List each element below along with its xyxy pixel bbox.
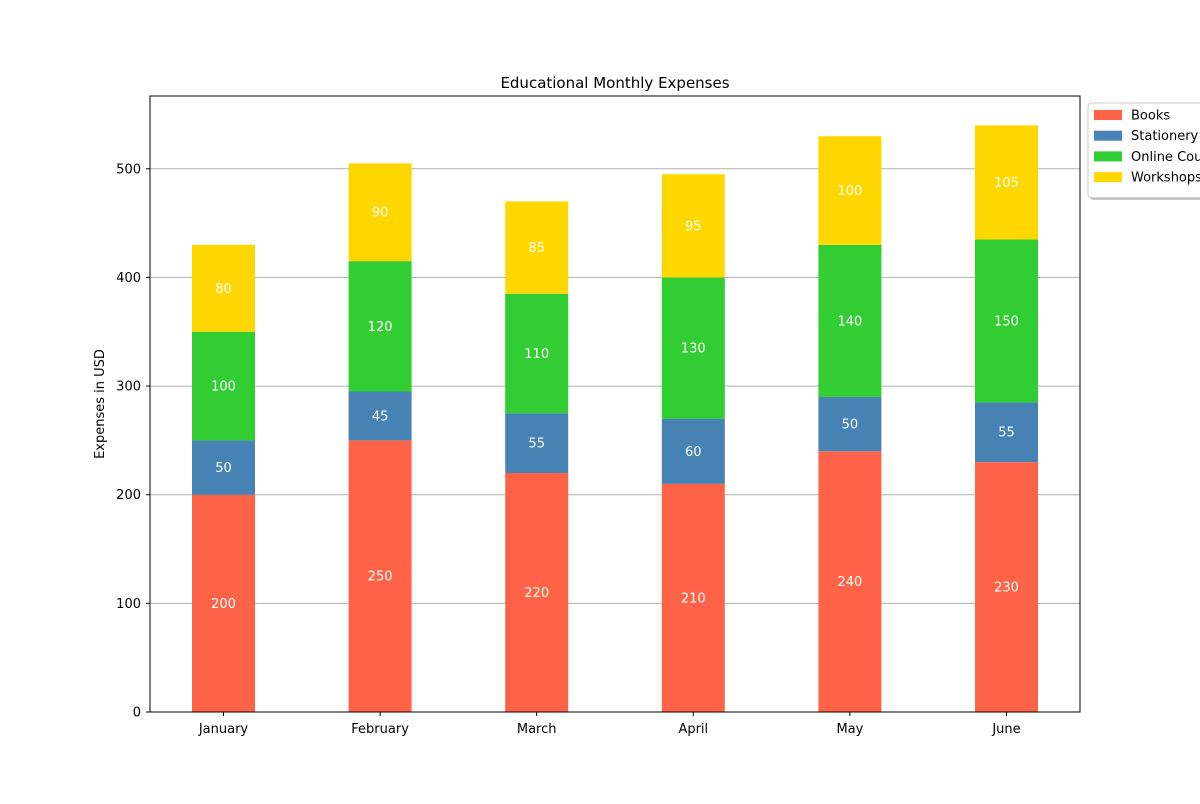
y-tick-label: 300: [116, 380, 141, 395]
x-axis: January February March April May June: [198, 712, 1021, 737]
bar-books-february: [348, 440, 412, 712]
data-label: 45: [372, 409, 389, 424]
bar-stationery-march: [505, 413, 569, 473]
data-label: 105: [994, 176, 1019, 191]
data-label: 50: [215, 461, 232, 476]
x-tick-label: May: [836, 722, 863, 737]
y-tick-label: 500: [116, 162, 141, 177]
bar-workshops-april: [661, 174, 725, 278]
bar-books-june: [975, 462, 1038, 712]
legend-swatch: [1094, 130, 1122, 141]
bar-stationery-june: [975, 402, 1038, 463]
data-label: 200: [211, 597, 236, 612]
legend-label: Online Courses: [1131, 150, 1200, 165]
x-tick-label: March: [517, 722, 557, 737]
bar-workshops-march: [505, 201, 569, 294]
y-tick-label: 0: [133, 706, 141, 721]
bar-books-march: [505, 472, 569, 712]
x-tick-label: June: [991, 722, 1020, 737]
data-label: 80: [215, 282, 232, 297]
y-tick-label: 400: [116, 271, 141, 286]
data-label: 120: [368, 320, 393, 335]
data-label: 55: [528, 437, 545, 452]
data-label: 250: [368, 570, 393, 585]
bar-books-january: [192, 494, 255, 712]
bar-stationery-may: [818, 396, 882, 452]
y-tick-label: 100: [116, 597, 141, 612]
bars-layer: [192, 125, 1038, 712]
bar-online-courses-january: [192, 331, 255, 441]
y-axis-label: Expenses in USD: [93, 349, 108, 459]
data-label: 130: [681, 342, 706, 357]
data-label: 50: [842, 418, 859, 433]
plot-frame: [149, 95, 1081, 713]
bar-workshops-june: [975, 125, 1038, 240]
bar-online-courses-march: [505, 293, 569, 414]
legend-label: Workshops: [1131, 171, 1200, 186]
legend: Books Stationery Online Courses Workshops: [1087, 102, 1200, 200]
data-labels-layer: 200 250 220 210 240 230 50 45 55 60 50 55 100 120 110 1…: [211, 176, 1019, 612]
bar-online-courses-june: [975, 239, 1038, 403]
bar-stationery-february: [348, 391, 412, 441]
data-label: 85: [528, 241, 545, 256]
bar-online-courses-april: [661, 277, 725, 419]
bar-workshops-january: [192, 244, 255, 332]
grid-layer: [150, 168, 1080, 604]
bar-online-courses-may: [818, 244, 882, 397]
bar-books-may: [818, 451, 882, 712]
data-label: 95: [685, 219, 702, 234]
legend-swatch: [1094, 151, 1122, 162]
y-tick-label: 200: [116, 488, 141, 503]
y-axis: 0 100 200 300 400 500: [116, 162, 150, 721]
data-label: 60: [685, 445, 702, 460]
data-label: 110: [524, 347, 549, 362]
data-label: 140: [837, 314, 862, 329]
legend-label: Stationery: [1131, 129, 1199, 144]
x-tick-label: April: [678, 722, 708, 737]
data-label: 55: [998, 426, 1015, 441]
legend-swatch: [1094, 110, 1122, 120]
legend-label: Books: [1131, 109, 1170, 124]
data-label: 240: [837, 575, 862, 590]
data-label: 230: [994, 581, 1019, 596]
bar-workshops-february: [348, 163, 412, 262]
bar-books-april: [661, 483, 725, 712]
bar-stationery-january: [192, 440, 255, 495]
x-tick-label: January: [198, 722, 249, 737]
x-tick-label: February: [351, 722, 409, 737]
data-label: 100: [837, 184, 862, 199]
data-label: 100: [211, 380, 236, 395]
chart-title: Educational Monthly Expenses: [500, 74, 729, 92]
data-label: 220: [524, 586, 549, 601]
bar-online-courses-february: [348, 261, 412, 392]
legend-swatch: [1094, 172, 1122, 183]
data-label: 150: [994, 314, 1019, 329]
bar-stationery-april: [661, 418, 725, 484]
bar-workshops-may: [818, 136, 882, 245]
data-label: 210: [681, 591, 706, 606]
data-label: 90: [372, 206, 389, 221]
